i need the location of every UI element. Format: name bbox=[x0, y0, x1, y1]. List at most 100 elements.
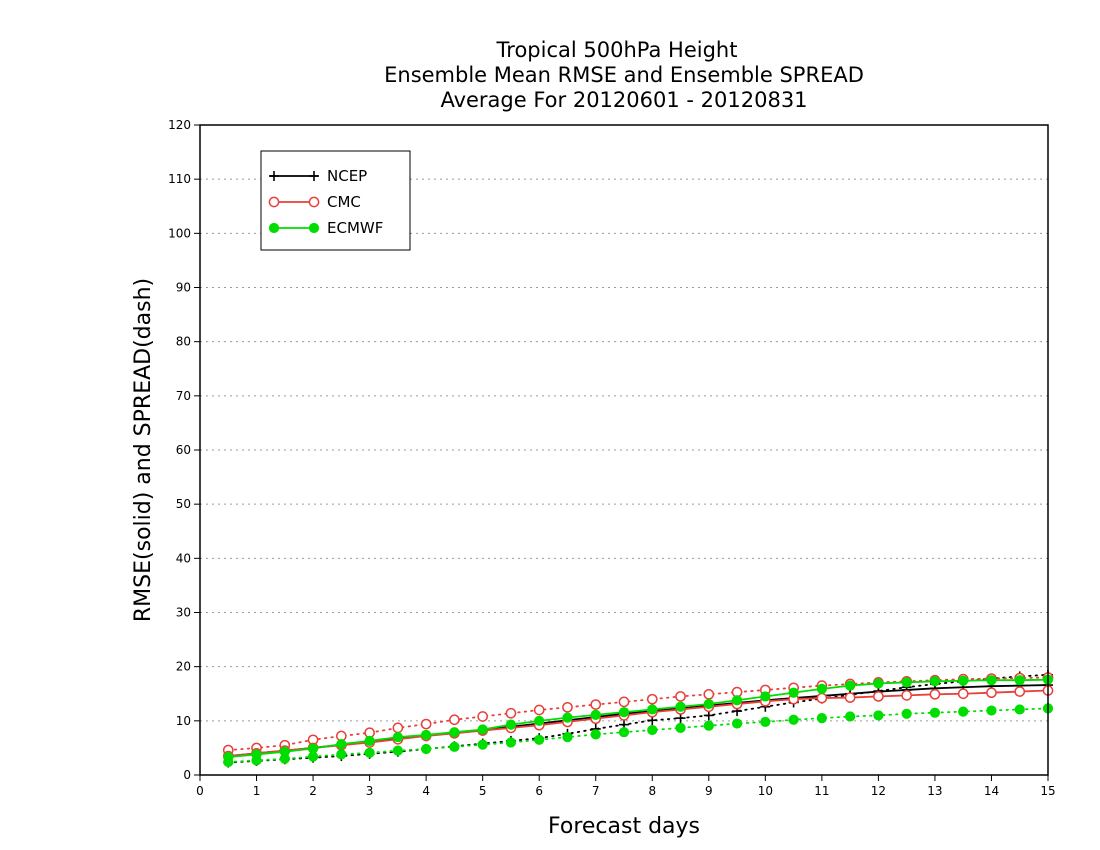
y-tick-label: 20 bbox=[176, 660, 191, 674]
legend-label: ECMWF bbox=[327, 219, 383, 237]
ecmwf-rmse-point bbox=[279, 746, 290, 757]
ecmwf-rmse-point bbox=[421, 729, 432, 741]
ecmwf-rmse-point bbox=[929, 676, 941, 687]
y-tick-label: 40 bbox=[176, 551, 191, 565]
x-tick-label: 3 bbox=[366, 784, 374, 798]
ecmwf-rmse-point bbox=[364, 735, 375, 746]
x-tick-label: 1 bbox=[253, 784, 261, 798]
cmc-spread-point bbox=[392, 722, 404, 734]
series-layer bbox=[222, 669, 1054, 768]
series-ecmwf bbox=[223, 674, 1054, 768]
ecmwf-spread-point bbox=[873, 710, 884, 721]
ecmwf-spread-point bbox=[1014, 704, 1025, 715]
y-tick-label: 110 bbox=[168, 172, 191, 186]
cmc-spread-point bbox=[533, 704, 545, 716]
x-tick-label: 9 bbox=[705, 784, 713, 798]
cmc-rmse-point bbox=[957, 688, 969, 700]
x-axis-label: Forecast days bbox=[548, 814, 700, 839]
ecmwf-spread-point bbox=[986, 705, 997, 716]
cmc-spread-point bbox=[675, 691, 686, 702]
ecmwf-rmse-point bbox=[788, 687, 799, 698]
ecmwf-spread-point bbox=[505, 737, 517, 748]
legend-marker-end bbox=[309, 171, 319, 181]
x-tick-label: 5 bbox=[479, 784, 487, 798]
y-tick-label: 50 bbox=[176, 497, 191, 511]
cmc-spread-point bbox=[646, 693, 658, 705]
x-tick-label: 7 bbox=[592, 784, 600, 798]
ecmwf-spread-point bbox=[731, 718, 743, 729]
cmc-spread-point bbox=[505, 707, 517, 719]
cmc-rmse-point bbox=[873, 691, 884, 702]
cmc-rmse-point bbox=[929, 688, 941, 700]
ecmwf-spread-point bbox=[703, 720, 714, 731]
ecmwf-rmse-point bbox=[845, 680, 856, 691]
x-tick-label: 4 bbox=[422, 784, 430, 798]
x-tick-label: 6 bbox=[535, 784, 543, 798]
cmc-rmse-point bbox=[816, 692, 828, 704]
ecmwf-rmse-point bbox=[618, 707, 630, 718]
ecmwf-rmse-point bbox=[562, 712, 573, 723]
ecmwf-spread-point bbox=[534, 734, 545, 745]
ecmwf-rmse-point bbox=[251, 749, 262, 760]
ecmwf-rmse-point bbox=[477, 724, 488, 735]
ecmwf-spread-point bbox=[675, 722, 686, 733]
ecmwf-spread-point bbox=[958, 706, 969, 717]
y-tick-label: 100 bbox=[168, 226, 191, 240]
x-tick-label: 8 bbox=[648, 784, 656, 798]
x-tick-label: 0 bbox=[196, 784, 204, 798]
ecmwf-rmse-point bbox=[958, 675, 969, 686]
ecmwf-spread-point bbox=[477, 739, 488, 750]
ecmwf-spread-point bbox=[816, 713, 827, 724]
x-tick-label: 14 bbox=[984, 784, 999, 798]
ecmwf-rmse-point bbox=[760, 691, 771, 702]
legend-item-cmc: CMC bbox=[268, 193, 361, 211]
title-line-2: Ensemble Mean RMSE and Ensemble SPREAD bbox=[384, 63, 864, 87]
cmc-spread-point bbox=[703, 688, 715, 700]
y-tick-label: 0 bbox=[183, 768, 191, 782]
ecmwf-spread-point bbox=[618, 727, 630, 738]
cmc-rmse-point bbox=[901, 690, 913, 701]
legend-marker-start bbox=[268, 222, 280, 234]
cmc-rmse-point bbox=[844, 692, 856, 703]
ecmwf-spread-point bbox=[590, 729, 601, 740]
legend-marker-start bbox=[269, 171, 279, 181]
plot-frame bbox=[199, 124, 1049, 776]
ecmwf-rmse-point bbox=[307, 743, 319, 754]
ecmwf-spread-point bbox=[562, 731, 573, 743]
x-tick-label: 2 bbox=[309, 784, 317, 798]
x-tick-label: 13 bbox=[927, 784, 942, 798]
ecmwf-spread-point bbox=[647, 724, 658, 736]
y-tick-label: 90 bbox=[176, 281, 191, 295]
ecmwf-rmse-point bbox=[534, 715, 545, 726]
legend-label: CMC bbox=[327, 193, 361, 211]
ecmwf-rmse-point bbox=[505, 719, 517, 730]
ecmwf-rmse-point bbox=[392, 731, 403, 743]
ecmwf-rmse-point bbox=[675, 701, 686, 712]
ecmwf-rmse-point bbox=[986, 675, 997, 686]
legend: NCEP CMC ECMWF bbox=[260, 150, 411, 251]
cmc-spread-point bbox=[420, 718, 432, 730]
ecmwf-rmse-point bbox=[901, 677, 912, 688]
ecmwf-spread-point bbox=[392, 745, 403, 756]
ecmwf-rmse-point bbox=[731, 695, 743, 706]
x-tick-label: 15 bbox=[1040, 784, 1055, 798]
cmc-spread-point bbox=[590, 699, 602, 710]
ecmwf-spread-point bbox=[788, 714, 799, 725]
y-tick-label: 70 bbox=[176, 389, 191, 403]
cmc-rmse-point bbox=[986, 687, 997, 699]
cmc-rmse-point bbox=[1014, 686, 1026, 697]
ecmwf-rmse-point bbox=[223, 752, 234, 763]
cmc-spread-point bbox=[562, 701, 573, 713]
y-axis-label: RMSE(solid) and SPREAD(dash) bbox=[131, 278, 156, 622]
y-tick-label: 60 bbox=[176, 443, 191, 457]
ecmwf-spread-point bbox=[901, 708, 912, 719]
legend-marker-end bbox=[308, 222, 320, 234]
ecmwf-rmse-point bbox=[336, 739, 347, 750]
legend-item-ecmwf: ECMWF bbox=[268, 219, 383, 237]
legend-marker-end bbox=[308, 196, 320, 208]
ecmwf-spread-point bbox=[449, 741, 460, 752]
ecmwf-rmse-point bbox=[449, 727, 460, 738]
ecmwf-rmse-point bbox=[1014, 675, 1025, 686]
